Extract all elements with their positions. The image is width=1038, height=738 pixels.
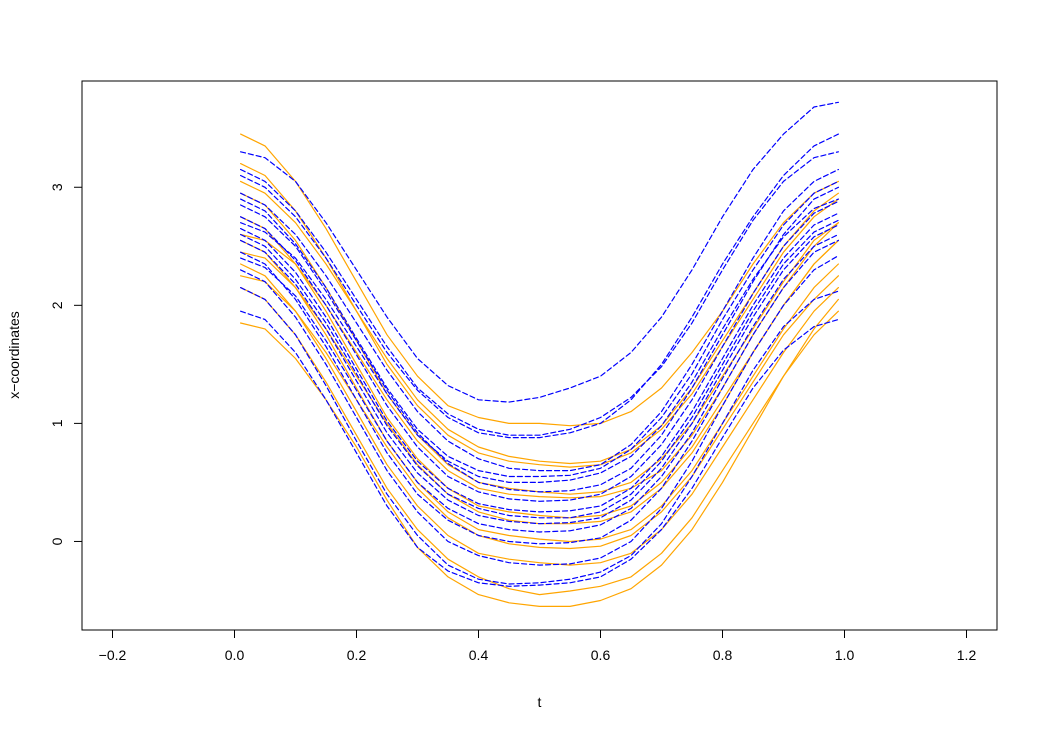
curve-blue-19 <box>240 224 840 525</box>
curve-orange-7 <box>240 287 840 596</box>
curve-blue-15 <box>240 168 840 472</box>
curve-blue-18 <box>240 212 840 513</box>
y-tick-label: 2 <box>49 301 65 309</box>
curve-blue-13 <box>240 101 840 403</box>
curve-orange-12 <box>240 275 840 550</box>
curve-blue-26 <box>240 219 840 519</box>
curve-orange-2 <box>240 163 840 468</box>
x-tick-label: −0.2 <box>99 647 127 663</box>
curve-orange-5 <box>240 239 840 543</box>
x-tick-label: 1.2 <box>957 647 977 663</box>
x-tick-label: 0.0 <box>225 647 245 663</box>
curve-blue-24 <box>240 151 840 436</box>
curve-orange-6 <box>240 263 840 566</box>
x-axis: −0.2 0.0 0.2 0.4 0.6 0.8 1.0 1.2 <box>99 629 977 663</box>
curve-blue-22 <box>240 287 840 585</box>
y-tick-label: 3 <box>49 183 65 191</box>
x-tick-label: 0.6 <box>591 647 611 663</box>
curve-blue-20 <box>240 239 840 545</box>
plot-curves <box>240 101 840 608</box>
curve-blue-27 <box>240 233 840 533</box>
curve-orange-8 <box>240 298 840 608</box>
curve-blue-23 <box>240 310 840 587</box>
x-tick-label: 0.4 <box>469 647 489 663</box>
x-axis-label: t <box>538 694 542 710</box>
x-tick-label: 1.0 <box>835 647 855 663</box>
curve-blue-21 <box>240 255 840 566</box>
y-axis: 0 1 2 3 <box>49 183 83 545</box>
curve-orange-11 <box>240 180 840 465</box>
curve-blue-16 <box>240 186 840 493</box>
curve-orange-1 <box>240 133 840 427</box>
curve-blue-14 <box>240 133 840 439</box>
curve-blue-25 <box>240 198 840 483</box>
x-tick-label: 0.2 <box>347 647 367 663</box>
x-tick-label: 0.8 <box>713 647 733 663</box>
y-axis-label: x−coordinates <box>6 311 22 399</box>
y-tick-label: 1 <box>49 419 65 427</box>
curve-orange-3 <box>240 192 840 495</box>
curve-blue-17 <box>240 200 840 502</box>
curve-blue-28 <box>240 180 840 478</box>
curve-orange-4 <box>240 216 840 519</box>
y-tick-label: 0 <box>49 537 65 545</box>
